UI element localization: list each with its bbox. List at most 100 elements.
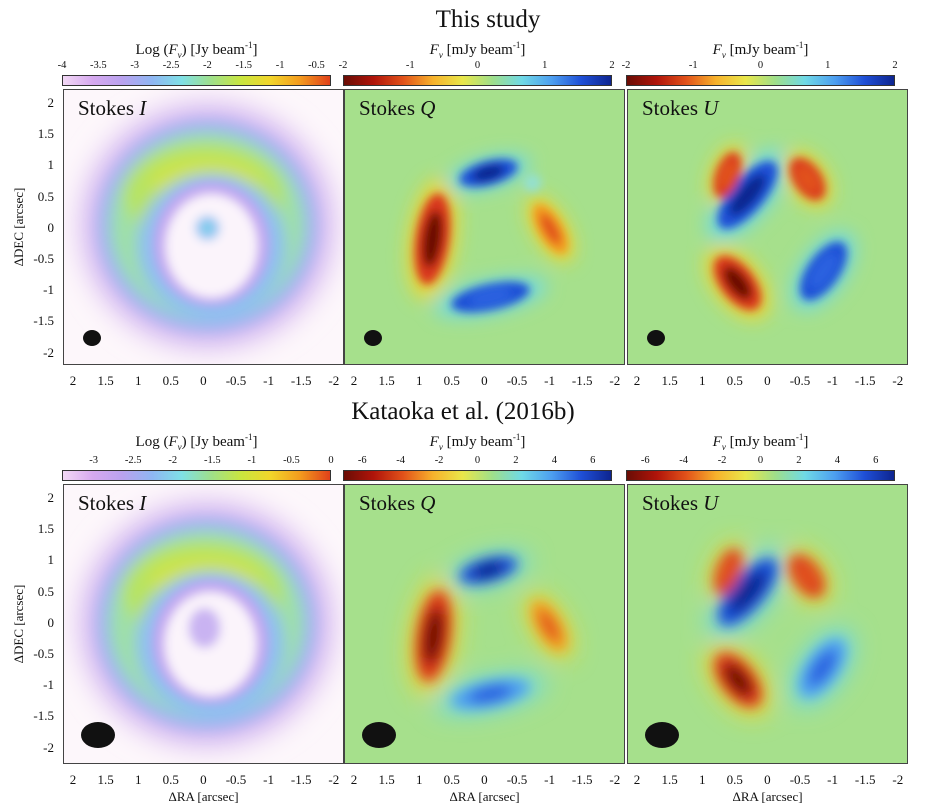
colorbar-label-sub: ν <box>177 442 182 452</box>
colorbar-tick-label: 2 <box>609 60 615 71</box>
x-tick-label: -1.5 <box>571 772 593 787</box>
x-tick-label: -1 <box>544 373 556 388</box>
x-tick-label: 1.5 <box>661 772 678 787</box>
x-tick-label: 1.5 <box>97 373 114 388</box>
x-tick-label: -0.5 <box>506 772 528 787</box>
y-tick-label: -1 <box>43 677 54 693</box>
polarization-map <box>64 90 343 364</box>
colorbar-tick-label: 0 <box>757 60 764 71</box>
x-tick-label: 0 <box>200 772 207 787</box>
colorbar-tick-label: -3.5 <box>90 60 107 71</box>
x-tick-label: 2 <box>350 772 358 787</box>
map-background <box>345 90 624 364</box>
x-axis-title: ΔRA [arcsec] <box>449 789 520 804</box>
colorbar-label: Fν [mJy beam-1] <box>626 40 895 60</box>
colorbar-label-unit: [mJy beam <box>442 434 513 450</box>
x-tick-label: 1 <box>698 373 706 388</box>
stokes-label: Stokes U <box>642 491 718 516</box>
colorbar-label-unit: ) [Jy beam <box>181 434 245 450</box>
x-tick-label: 0 <box>200 373 207 388</box>
panel-stokes-u-kataoka: Stokes U <box>627 484 908 764</box>
colorbar-tick-label: -2 <box>621 60 631 71</box>
colorbar-label-var: F <box>168 434 178 450</box>
colorbar-tick-label: -1 <box>688 60 698 71</box>
colorbar-label-suffix: ] <box>803 42 809 58</box>
x-tick-label: 2 <box>69 373 77 388</box>
beam-ellipse <box>81 722 115 748</box>
beam-ellipse <box>364 330 382 346</box>
x-tick-label: -1 <box>263 772 275 787</box>
y-axis-title: ΔDEC [arcsec] <box>11 187 26 267</box>
polarization-map <box>345 485 624 763</box>
y-tick-label: -0.5 <box>33 251 54 266</box>
stokes-label-text: Stokes <box>78 96 140 120</box>
colorbar-tick-label: -4 <box>57 60 67 71</box>
colorbar-tick-label: -1 <box>247 455 257 466</box>
colorbar-tick-label: 1 <box>825 60 831 71</box>
x-tick-label: 1 <box>415 772 423 787</box>
stokes-label: Stokes U <box>642 96 718 121</box>
polarization-map <box>345 90 624 364</box>
colorbar-tick-label: -1.5 <box>204 455 221 466</box>
colorbar-diverging-scale <box>343 75 612 86</box>
x-tick-label: 1.5 <box>378 373 395 388</box>
x-tick-label: -0.5 <box>789 772 811 787</box>
colorbar-label-sup: -1 <box>512 432 521 442</box>
stokes-label: Stokes I <box>78 96 146 121</box>
colorbar-log-scale <box>62 75 331 86</box>
stokes-label: Stokes Q <box>359 96 435 121</box>
x-tick-label: 1.5 <box>97 772 114 787</box>
colorbar-label-var: F <box>168 42 178 58</box>
polarization-map <box>628 90 907 364</box>
colorbar-tick-label: 4 <box>834 455 840 466</box>
panel-stokes-i-this-study: Stokes I <box>63 89 344 365</box>
colorbar-label-sup: -1 <box>795 40 804 50</box>
polarization-map <box>628 485 907 763</box>
y-tick-label: -0.5 <box>33 646 54 661</box>
colorbar-diverging-scale <box>343 470 612 481</box>
colorbar-tick-label: 2 <box>892 60 898 71</box>
x-tick-label: -2 <box>892 772 904 787</box>
x-tick-label: -2 <box>328 373 340 388</box>
y-tick-label: 2 <box>47 490 55 505</box>
colorbar-tick-label: -2.5 <box>162 60 180 71</box>
x-tick-label: -1.5 <box>571 373 593 388</box>
colorbar-label: Fν [mJy beam-1] <box>343 40 612 60</box>
colorbar-label-sub: ν <box>438 442 443 452</box>
colorbar-tick-label: -3 <box>130 60 140 71</box>
stokes-label-text: Stokes <box>642 491 704 515</box>
colorbar-tick-label: -2 <box>717 455 727 466</box>
stokes-label-text: Stokes <box>359 491 421 515</box>
colorbar-label-sub: ν <box>721 50 726 60</box>
y-tick-label: 0 <box>47 614 55 630</box>
y-tick-label: -2 <box>43 739 54 755</box>
colorbar-label: Fν [mJy beam-1] <box>626 432 895 452</box>
colorbar-label-prefix: Log ( <box>135 42 169 58</box>
x-tick-label: -2 <box>609 373 621 388</box>
x-tick-label: 0.5 <box>162 772 179 787</box>
stokes-parameter: Q <box>420 491 436 515</box>
beam-ellipse <box>83 330 101 346</box>
colorbar-label: Log (Fν) [Jy beam-1] <box>62 40 331 60</box>
colorbar-tick-label: -2 <box>168 455 178 466</box>
colorbar-tick-label: 0 <box>474 60 481 71</box>
x-tick-label: -1 <box>827 373 839 388</box>
panel-stokes-i-kataoka: Stokes I <box>63 484 344 764</box>
x-tick-label: -1.5 <box>854 772 876 787</box>
y-tick-label: 0.5 <box>37 583 54 599</box>
colorbar-label-var: F <box>712 434 722 450</box>
x-tick-label: -2 <box>892 373 904 388</box>
stokes-label-text: Stokes <box>78 491 140 515</box>
beam-ellipse <box>645 722 679 748</box>
x-tick-label: 0 <box>481 373 488 388</box>
colorbar-tick-label: -0.5 <box>308 60 325 71</box>
x-tick-label: -2 <box>328 772 340 787</box>
x-tick-label: 1 <box>698 772 706 787</box>
colorbar-label-sup: -1 <box>795 432 804 442</box>
stokes-label-text: Stokes <box>642 96 704 120</box>
stokes-parameter: I <box>139 491 147 515</box>
stokes-label: Stokes I <box>78 491 146 516</box>
colorbar-label-unit: [mJy beam <box>725 42 796 58</box>
y-tick-label: -1.5 <box>33 708 54 724</box>
x-tick-label: 2 <box>633 373 641 388</box>
